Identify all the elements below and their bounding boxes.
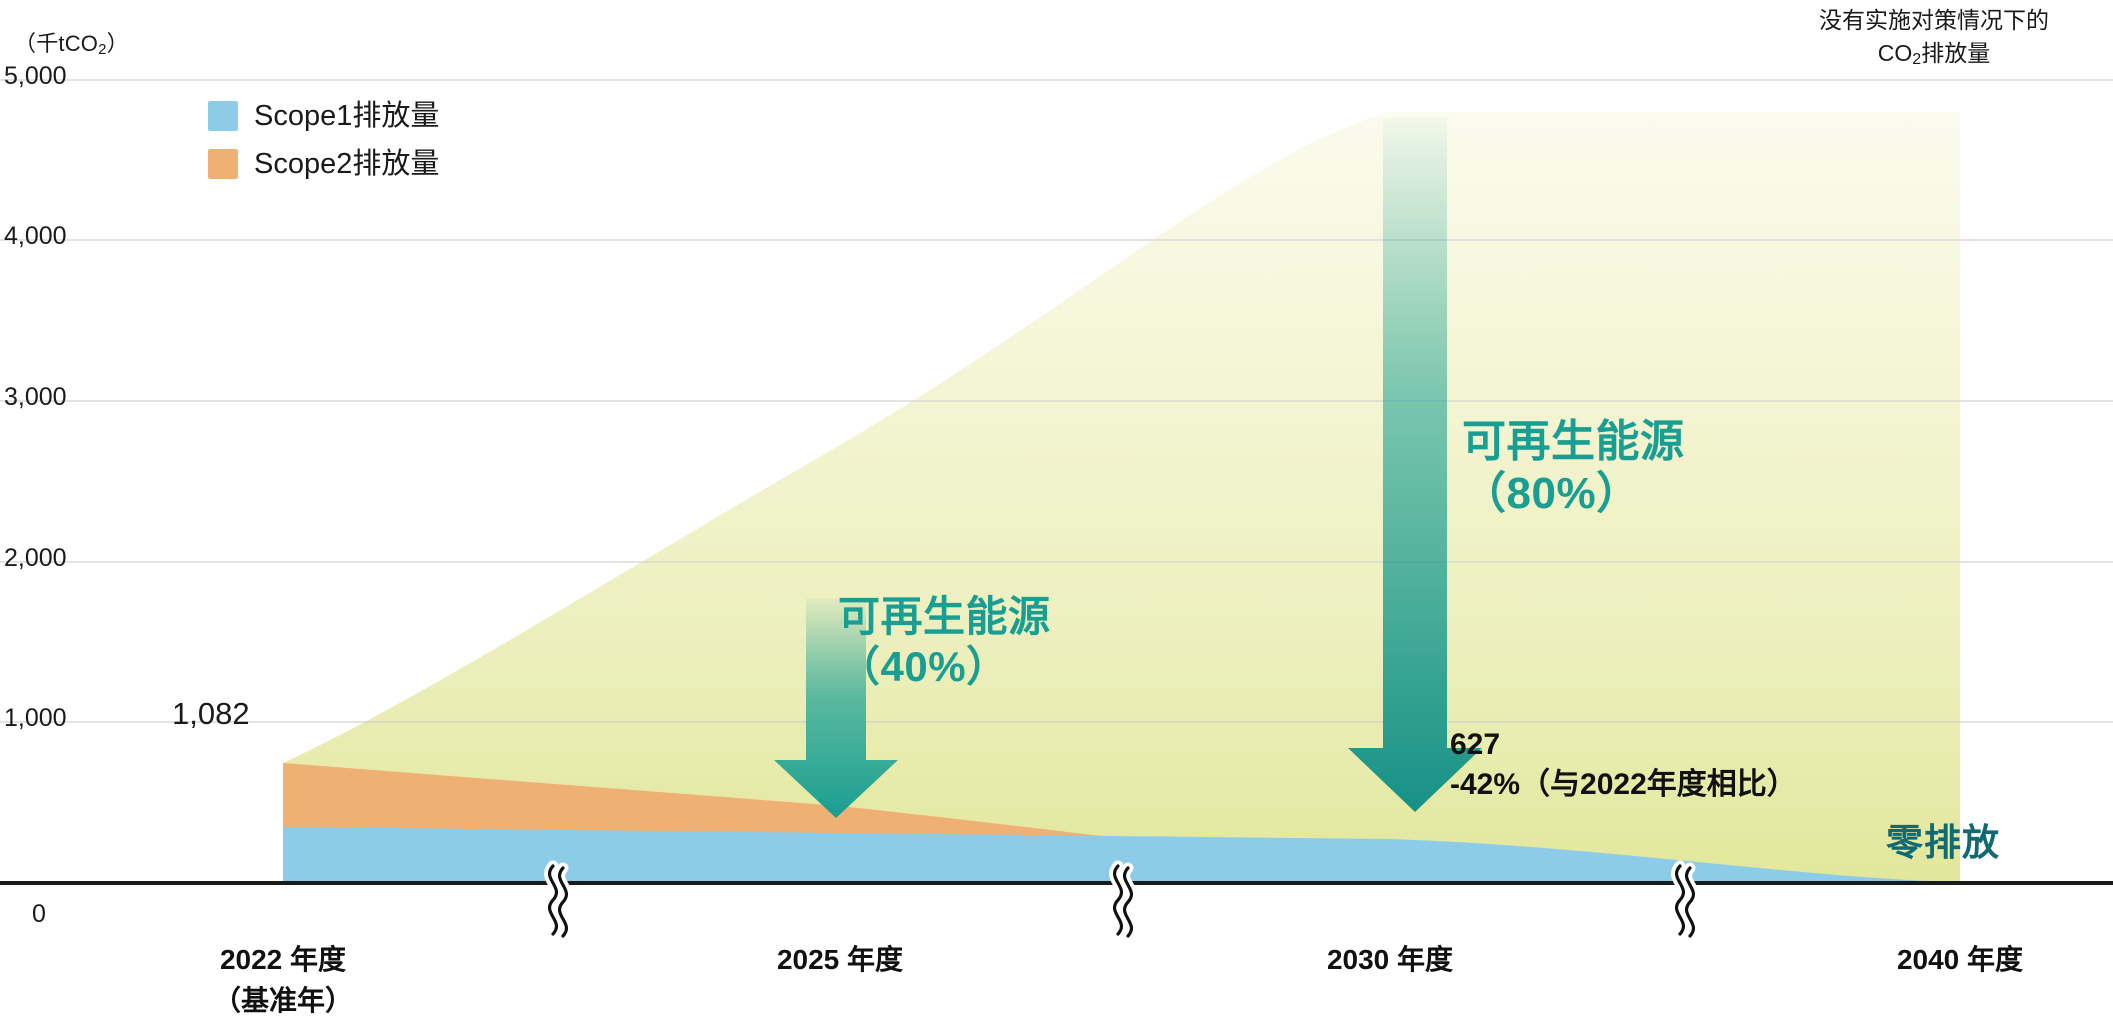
x-tick-2025: 2025 年度: [690, 940, 990, 981]
bau-note-line2: CO2排放量: [1877, 40, 1991, 69]
annotation-renewable-80-line2: （80%）: [1462, 468, 1641, 518]
legend-label-scope2: Scope2排放量: [254, 147, 440, 180]
x-tick-2040: 2040 年度: [1810, 940, 2110, 981]
x-tick-2025-line1: 2025 年度: [776, 944, 904, 975]
annotation-renewable-40-line1: 可再生能源: [838, 593, 1051, 640]
value-label-2022: 1,082: [172, 696, 250, 731]
x-tick-2022-line2: （基准年）: [212, 984, 353, 1016]
y-tick-1000: 1,000: [4, 704, 67, 732]
bau-note: 没有实施对策情况下的 CO2排放量: [1769, 4, 2099, 71]
annotation-zero-emission: 零排放: [1886, 822, 2000, 863]
y-tick-5000: 5,000: [4, 62, 67, 90]
annotation-renewable-40-line2: （40%）: [838, 642, 1009, 690]
legend-item-scope1: Scope1排放量: [208, 96, 439, 136]
bau-area: [283, 112, 1960, 882]
annotation-renewable-80-line1: 可再生能源: [1462, 417, 1685, 466]
y-tick-4000: 4,000: [4, 222, 67, 250]
annotation-renewable-40: 可再生能源 （40%）: [838, 592, 1051, 691]
x-tick-2030: 2030 年度: [1240, 940, 1540, 981]
gridlines: [0, 79, 2113, 723]
annotation-renewable-80: 可再生能源 （80%）: [1462, 416, 1685, 520]
y-tick-0: 0: [32, 900, 46, 928]
value-label-2030-delta: -42%（与2022年度相比）: [1450, 767, 1797, 801]
axis-break-marks: [544, 860, 1699, 942]
chart-legend: Scope1排放量 Scope2排放量: [208, 96, 439, 192]
value-label-2030-number: 627: [1450, 728, 1501, 761]
legend-swatch-scope2-icon: [208, 149, 238, 179]
scope1-area: [283, 827, 1958, 882]
bau-note-line1: 没有实施对策情况下的: [1819, 7, 2049, 33]
legend-swatch-scope1-icon: [208, 101, 238, 131]
y-tick-2000: 2,000: [4, 544, 67, 572]
x-tick-2040-line1: 2040 年度: [1896, 944, 2024, 975]
legend-item-scope2: Scope2排放量: [208, 144, 439, 184]
value-label-2030: 627 -42%（与2022年度相比）: [1450, 725, 1797, 805]
renewable-40-arrow: [774, 598, 898, 818]
y-axis-unit-label: （千tCO2）: [14, 31, 129, 58]
legend-label-scope1: Scope1排放量: [254, 99, 440, 132]
x-tick-2022-line1: 2022 年度: [219, 944, 347, 975]
x-tick-2022: 2022 年度 （基准年）: [133, 940, 433, 1021]
x-tick-2030-line1: 2030 年度: [1326, 944, 1454, 975]
y-tick-3000: 3,000: [4, 383, 67, 411]
renewable-80-arrow: [1348, 118, 1482, 812]
